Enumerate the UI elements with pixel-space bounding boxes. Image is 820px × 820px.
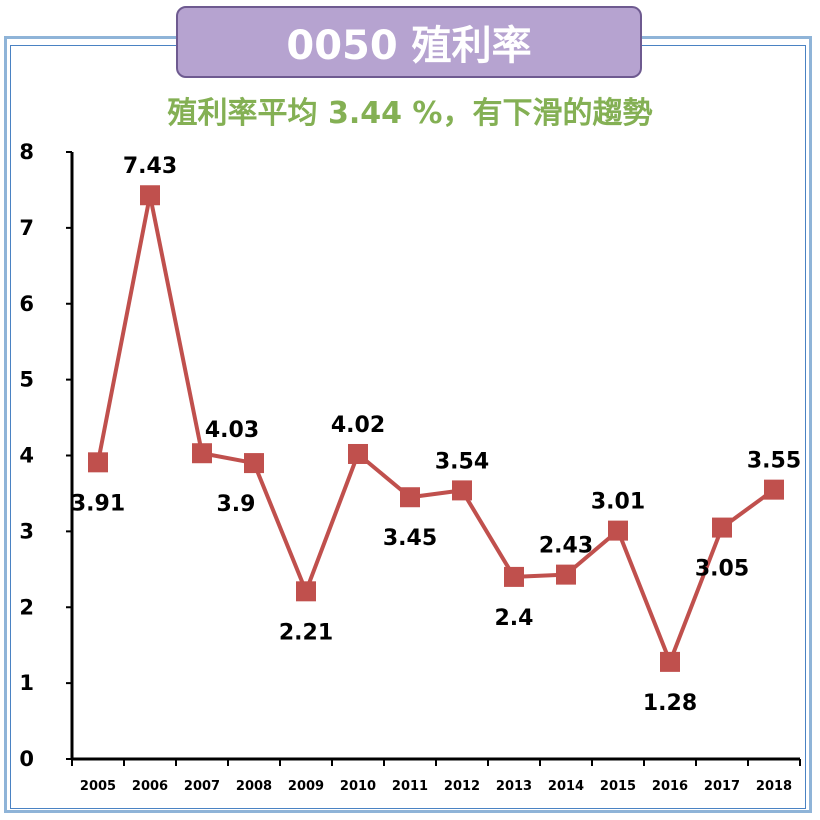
x-tick-label: 2012 — [444, 779, 480, 794]
data-label: 3.55 — [747, 449, 801, 474]
data-label: 4.03 — [205, 418, 259, 443]
x-tick-label: 2015 — [600, 779, 636, 794]
data-point-marker — [556, 564, 576, 585]
data-point-marker — [660, 651, 680, 672]
data-label: 3.91 — [71, 491, 125, 516]
data-label: 2.43 — [539, 534, 593, 559]
x-axis-ticks: 2005 2006 2007 2008 2009 2010 2011 2012 2013 2014… — [71, 759, 801, 794]
data-label: 1.28 — [643, 691, 697, 716]
data-label: 3.01 — [591, 490, 645, 515]
data-label: 3.05 — [695, 557, 749, 582]
y-tick-label: 0 — [19, 747, 34, 771]
x-tick-label: 2008 — [236, 779, 272, 794]
data-point-marker — [140, 185, 160, 206]
data-label: 3.54 — [435, 449, 489, 474]
x-tick-label: 2017 — [704, 779, 740, 794]
data-point-marker — [712, 517, 732, 538]
data-point-marker — [244, 453, 264, 474]
data-point-marker — [192, 443, 212, 464]
series-line — [96, 193, 776, 664]
x-tick-label: 2018 — [756, 779, 792, 794]
data-point-marker — [400, 487, 420, 508]
data-label: 2.21 — [279, 620, 333, 645]
y-tick-label: 8 — [19, 140, 34, 164]
chart-title-box: 0050 殖利率 — [176, 6, 642, 78]
x-tick-label: 2016 — [652, 779, 688, 794]
y-tick-label: 1 — [19, 671, 34, 695]
x-tick-label: 2007 — [184, 779, 220, 794]
data-point-marker — [88, 452, 108, 473]
y-tick-label: 7 — [19, 216, 34, 240]
x-tick-label: 2005 — [80, 779, 116, 794]
data-label: 2.4 — [495, 606, 534, 631]
data-point-marker — [504, 566, 524, 587]
x-tick-label: 2014 — [548, 779, 584, 794]
data-point-marker — [764, 479, 784, 500]
y-tick-label: 4 — [19, 444, 34, 468]
data-point-marker — [608, 520, 628, 541]
x-tick-label: 2006 — [132, 779, 168, 794]
data-point-marker — [348, 443, 368, 464]
x-tick-label: 2010 — [340, 779, 376, 794]
y-axis-ticks: 0 1 2 3 4 5 6 7 8 — [19, 140, 72, 771]
x-tick-label: 2011 — [392, 779, 428, 794]
y-tick-label: 3 — [19, 519, 34, 543]
data-label: 7.43 — [123, 154, 177, 179]
x-tick-label: 2013 — [496, 779, 532, 794]
chart-title: 0050 殖利率 — [286, 23, 532, 69]
y-tick-label: 2 — [19, 595, 34, 619]
data-point-marker — [452, 480, 472, 501]
y-tick-label: 5 — [19, 368, 34, 392]
chart-subtitle: 殖利率平均 3.44 %，有下滑的趨勢 — [167, 96, 653, 131]
x-tick-label: 2009 — [288, 779, 324, 794]
y-tick-label: 6 — [19, 292, 34, 316]
data-label: 4.02 — [331, 413, 385, 438]
data-label: 3.9 — [217, 492, 256, 517]
series-group — [88, 185, 784, 672]
data-point-marker — [296, 581, 316, 602]
data-labels: 3.91 7.43 4.03 3.9 2.21 4.02 3.45 3.54 2.4 2.43 3.… — [71, 154, 801, 716]
data-label: 3.45 — [383, 526, 437, 551]
